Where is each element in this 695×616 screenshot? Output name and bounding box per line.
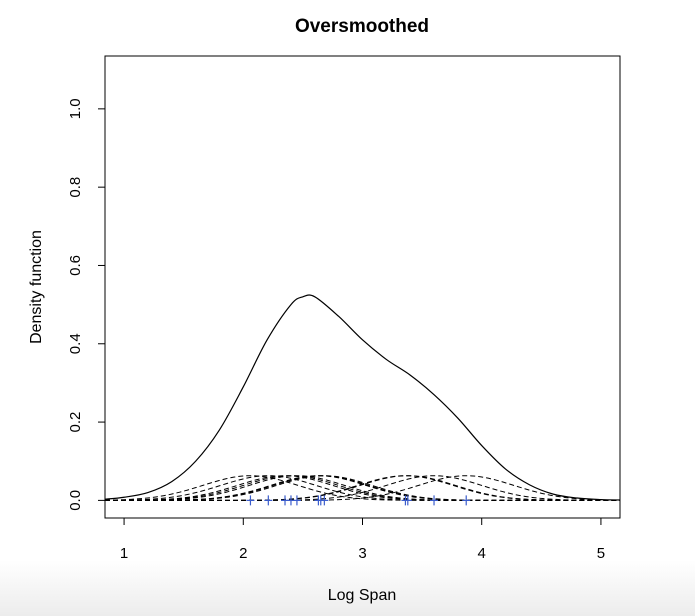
kernel-curve-11 xyxy=(105,476,620,501)
rug-marks xyxy=(246,495,470,505)
y-tick-label-0-4: 0.4 xyxy=(67,333,84,354)
density-curve-layer xyxy=(105,295,620,500)
kernel-curve-9 xyxy=(105,476,620,501)
rug-mark-12 xyxy=(462,495,470,505)
x-tick-label-5: 5 xyxy=(597,545,605,562)
rug-mark-11 xyxy=(430,495,438,505)
kernel-curve-3 xyxy=(105,476,620,501)
plot-frame xyxy=(105,56,620,518)
kernel-curve-10 xyxy=(105,476,620,501)
kernel-curve-12 xyxy=(105,476,620,501)
y-tick-label-0: 0.0 xyxy=(67,490,84,511)
y-tick-label-0-2: 0.2 xyxy=(67,412,84,433)
x-tick-label-1: 1 xyxy=(120,545,128,562)
kernel-curve-7 xyxy=(105,476,620,501)
rug-mark-8 xyxy=(320,495,328,505)
x-tick-label-4: 4 xyxy=(478,545,486,562)
kernel-curve-6 xyxy=(105,476,620,501)
y-axis-label: Density function xyxy=(28,230,45,344)
rug-mark-2 xyxy=(264,495,272,505)
y-tick-label-1: 1.0 xyxy=(67,98,84,119)
density-curve xyxy=(105,295,620,500)
kernel-curve-1 xyxy=(105,476,620,501)
y-tick-label-0-6: 0.6 xyxy=(67,255,84,276)
y-tick-label-0-8: 0.8 xyxy=(67,177,84,198)
kernel-curve-2 xyxy=(105,476,620,501)
chart-title: Oversmoothed xyxy=(295,16,429,37)
x-tick-label-2: 2 xyxy=(239,545,247,562)
kernel-curve-5 xyxy=(105,476,620,501)
rug-mark-5 xyxy=(293,495,301,505)
kernel-curve-8 xyxy=(105,476,620,501)
x-tick-label-3: 3 xyxy=(358,545,366,562)
kernel-curves xyxy=(105,476,620,501)
x-axis-label: Log Span xyxy=(328,587,397,604)
kernel-curve-4 xyxy=(105,476,620,501)
rug-mark-1 xyxy=(246,495,254,505)
